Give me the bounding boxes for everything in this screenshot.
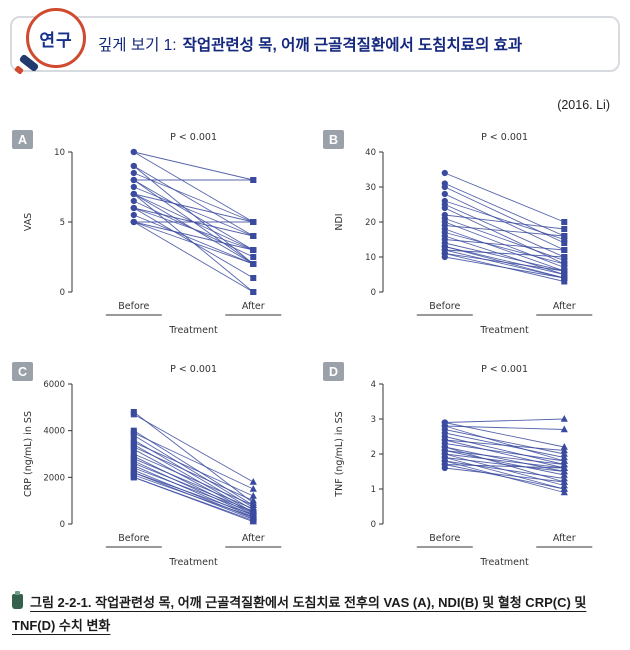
svg-text:4: 4	[371, 380, 376, 390]
logo-label: 연구	[39, 30, 73, 50]
chart-vas: P < 0.001 0 5 10 VAS Before After Treatment	[23, 132, 282, 336]
panel-a-badge: A	[12, 130, 33, 149]
svg-text:Treatment: Treatment	[479, 557, 529, 568]
panel-b-badge: B	[323, 130, 344, 149]
chart-ndi: P < 0.001 0 10 20 30 40 NDI Before After Treatmen…	[334, 132, 593, 336]
svg-text:P < 0.001: P < 0.001	[170, 364, 217, 375]
svg-text:NDI: NDI	[334, 213, 345, 230]
panel-d-badge: D	[323, 362, 344, 381]
svg-text:TNF (ng/mL) in SS: TNF (ng/mL) in SS	[334, 411, 345, 497]
svg-text:0: 0	[371, 520, 376, 530]
panel-c-badge: C	[12, 362, 33, 381]
research-magnifier-logo: 연구	[14, 8, 86, 75]
panel-b: B P < 0.001 0 10 20 30 40 NDI Before After Treatm…	[315, 126, 626, 352]
magnifier-tip-icon	[14, 65, 24, 75]
svg-text:After: After	[242, 533, 265, 544]
page-title: 깊게 보기 1: 작업관련성 목, 어깨 근골격질환에서 도침치료의 효과	[98, 33, 522, 55]
svg-text:Before: Before	[118, 533, 149, 544]
svg-text:VAS: VAS	[23, 213, 34, 231]
title-prefix: 깊게 보기 1:	[98, 37, 177, 54]
svg-text:Treatment: Treatment	[168, 325, 218, 336]
chart-grid: A P < 0.001 0 5 10 VAS Before After Treatment B…	[4, 126, 626, 584]
svg-text:5: 5	[60, 218, 65, 228]
svg-text:30: 30	[365, 183, 376, 193]
svg-text:P < 0.001: P < 0.001	[481, 364, 528, 375]
svg-text:0: 0	[60, 288, 65, 298]
title-main: 작업관련성 목, 어깨 근골격질환에서 도침치료의 효과	[182, 37, 523, 54]
panel-c: C P < 0.001 0 2000 4000 6000 CRP (ng/mL) in S…	[4, 358, 315, 584]
panel-a: A P < 0.001 0 5 10 VAS Before After Treatment	[4, 126, 315, 352]
figure-caption: 그림 2-2-1. 작업관련성 목, 어깨 근골격질환에서 도침치료 전후의 V…	[12, 591, 618, 638]
panel-d: D P < 0.001 0 1 2 3 4 TNF (ng/mL) in SS Before A…	[315, 358, 626, 584]
svg-text:After: After	[242, 301, 265, 312]
figure-icon	[12, 591, 23, 609]
svg-text:1: 1	[371, 485, 376, 495]
chart-tnf: P < 0.001 0 1 2 3 4 TNF (ng/mL) in SS Before Aft…	[334, 364, 593, 568]
svg-text:CRP (ng/mL) in SS: CRP (ng/mL) in SS	[23, 411, 34, 497]
header: 연구 깊게 보기 1: 작업관련성 목, 어깨 근골격질환에서 도침치료의 효과	[10, 8, 620, 75]
svg-text:0: 0	[371, 288, 376, 298]
svg-text:0: 0	[60, 520, 65, 530]
svg-text:P < 0.001: P < 0.001	[170, 132, 217, 143]
svg-text:3: 3	[371, 415, 376, 425]
svg-text:After: After	[553, 301, 576, 312]
svg-text:40: 40	[365, 148, 376, 158]
svg-text:6000: 6000	[43, 380, 65, 390]
svg-text:P < 0.001: P < 0.001	[481, 132, 528, 143]
svg-text:4000: 4000	[43, 427, 65, 437]
citation: (2016. Li)	[557, 98, 610, 112]
svg-text:Before: Before	[429, 301, 460, 312]
svg-text:Treatment: Treatment	[168, 557, 218, 568]
svg-text:20: 20	[365, 218, 376, 228]
svg-text:2000: 2000	[43, 473, 65, 483]
svg-text:Before: Before	[429, 533, 460, 544]
svg-text:After: After	[553, 533, 576, 544]
svg-text:Before: Before	[118, 301, 149, 312]
svg-text:Treatment: Treatment	[479, 325, 529, 336]
svg-text:10: 10	[54, 148, 65, 158]
figure-caption-text: 그림 2-2-1. 작업관련성 목, 어깨 근골격질환에서 도침치료 전후의 V…	[12, 595, 587, 633]
chart-crp: P < 0.001 0 2000 4000 6000 CRP (ng/mL) in SS B…	[23, 364, 282, 568]
svg-text:10: 10	[365, 253, 376, 263]
svg-text:2: 2	[371, 450, 376, 460]
